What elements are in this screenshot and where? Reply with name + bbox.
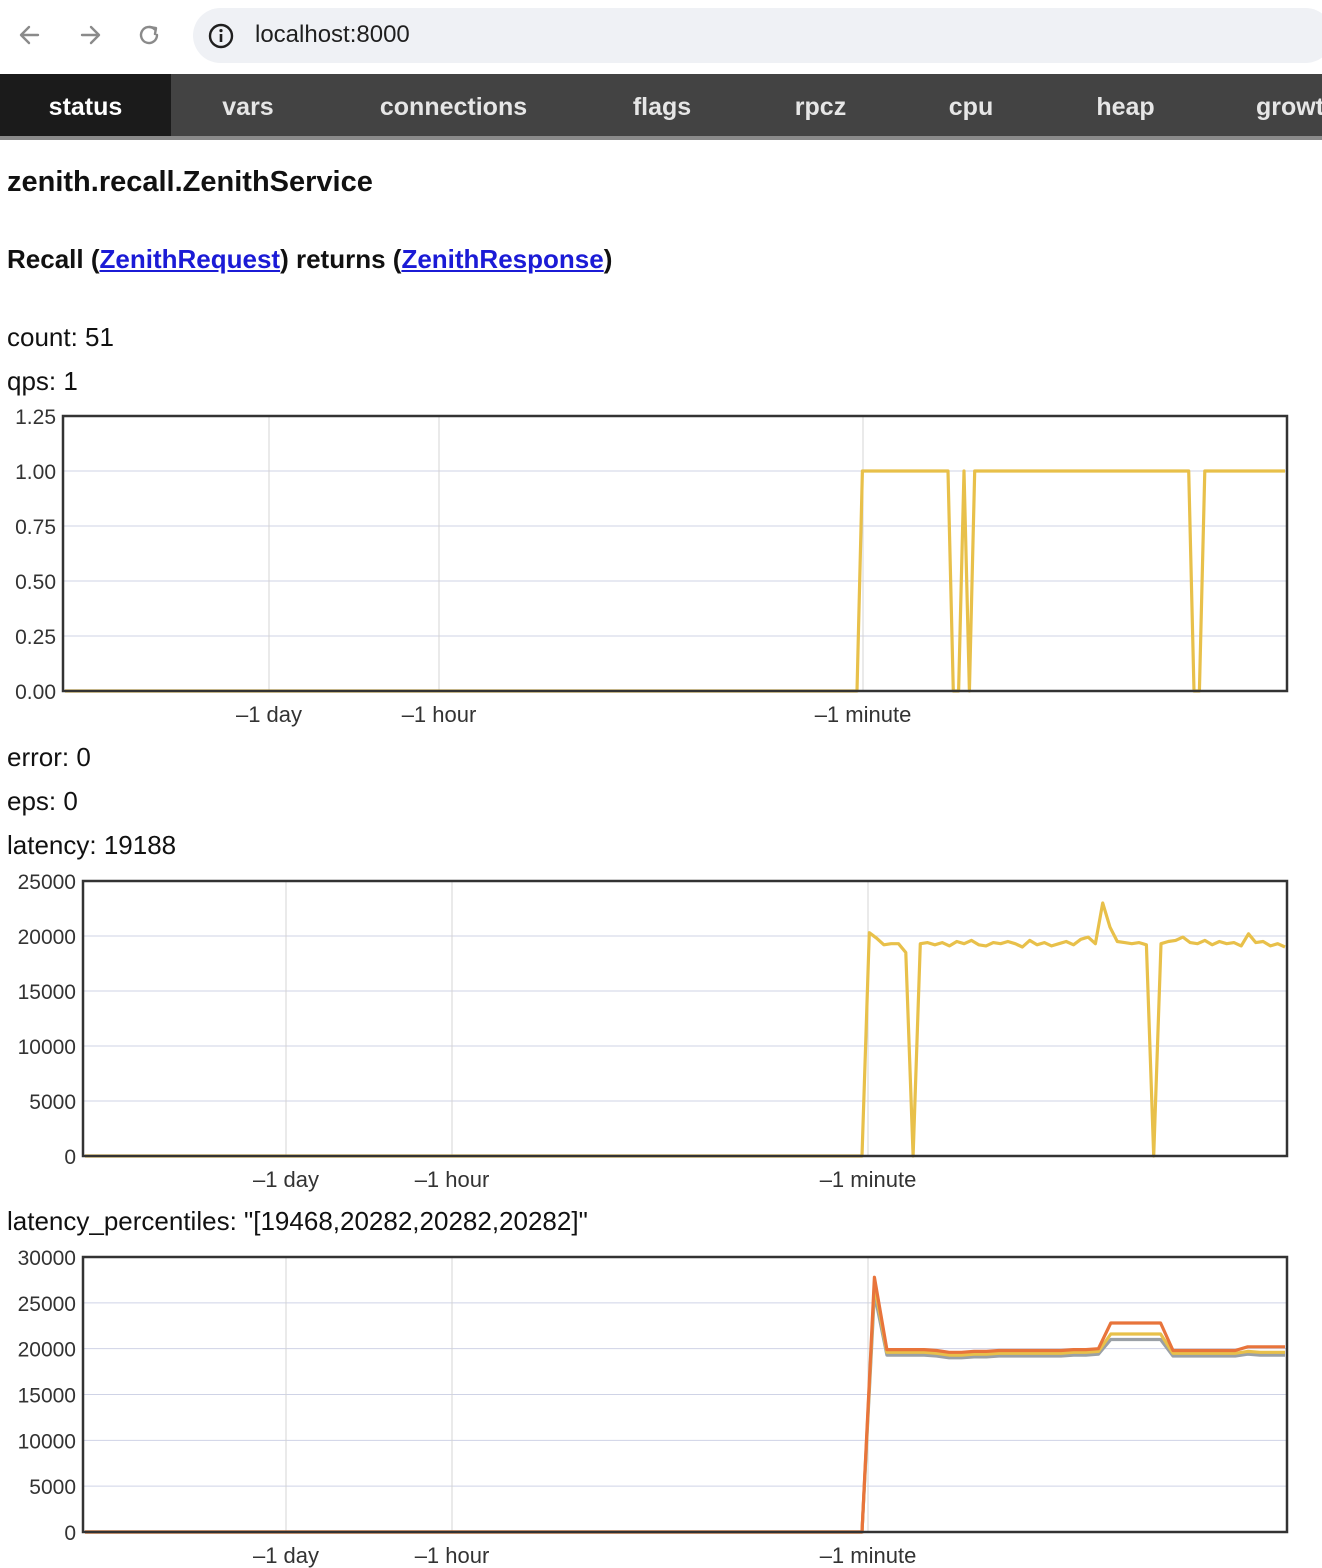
y-tick-label: 0.25 [15,626,56,649]
stat-qps: qps: 1 [7,366,78,396]
x-tick-label: –1 day [253,1167,319,1192]
url-text: localhost:8000 [255,21,410,48]
plot-background [63,416,1287,691]
y-tick-label: 25000 [18,871,76,894]
latency-percentiles-chart: 0 5000 10000 15000 20000 25000 30000 –1 day –1 h… [18,1247,1289,1568]
info-icon[interactable] [207,22,235,50]
reload-icon [139,25,159,45]
y-tick-label: 5000 [29,1091,76,1114]
latency-plot-area: 0 5000 10000 15000 20000 25000 –1 day –1 hour –1… [18,871,1289,1192]
y-tick-label: 20000 [18,926,76,949]
tab-vars[interactable]: vars [222,92,274,121]
x-tick-label: –1 hour [402,702,477,727]
reload-button[interactable] [131,17,167,53]
tab-flags[interactable]: flags [632,92,692,121]
y-tick-label: 1.00 [15,461,56,484]
qps-chart: 0.00 0.25 0.50 0.75 1.00 1.25 –1 day –1 hour –1 … [15,406,1289,727]
tab-status[interactable]: status [0,74,171,136]
tab-connections[interactable]: connections [379,92,528,121]
latency-percentiles-plot-area: 0 5000 10000 15000 20000 25000 30000 –1 day –1 h… [18,1247,1289,1568]
address-bar[interactable]: localhost:8000 [193,8,1322,63]
plot-frame [61,414,1289,693]
y-tick-label: 1.25 [15,406,56,429]
request-type-link[interactable]: ZenithRequest [99,244,281,274]
y-tick-label: 20000 [18,1339,76,1362]
stat-latency-percentiles: latency_percentiles: "[19468,20282,20282… [7,1206,588,1236]
y-tick-label: 0.50 [15,571,56,594]
plot-frame [81,879,1289,1158]
x-tick-label: –1 minute [820,1543,917,1568]
stat-count: count: 51 [7,322,114,352]
qps-plot-area: 0.00 0.25 0.50 0.75 1.00 1.25 –1 day –1 hour –1 … [15,406,1289,727]
y-tick-label: 15000 [18,981,76,1004]
x-tick-label: –1 day [236,702,302,727]
service-title: zenith.recall.ZenithService [7,166,373,198]
tab-rpcz[interactable]: rpcz [794,92,847,121]
y-tick-label: 0 [64,1522,76,1545]
method-signature: Recall (ZenithRequest) returns (ZenithRe… [7,244,613,274]
stat-eps: eps: 0 [7,786,78,816]
arrow-left-icon [19,25,40,45]
x-tick-label: –1 minute [820,1167,917,1192]
tab-heap[interactable]: heap [1096,92,1155,121]
x-tick-label: –1 hour [415,1543,490,1568]
tab-cpu[interactable]: cpu [948,92,994,121]
latency-chart: 0 5000 10000 15000 20000 25000 –1 day –1 hour –1… [18,871,1289,1192]
tab-growth[interactable]: growth [1256,92,1322,121]
y-tick-label: 25000 [18,1293,76,1316]
response-type-link[interactable]: ZenithResponse [401,244,604,274]
stat-latency: latency: 19188 [7,830,177,860]
y-tick-label: 10000 [18,1430,76,1453]
returns-word: returns [295,244,386,274]
x-tick-label: –1 hour [415,1167,490,1192]
method-name: Recall [7,244,84,274]
y-tick-label: 10000 [18,1036,76,1059]
tab-bar: status vars connections flags rpcz cpu h… [0,74,1322,140]
y-tick-label: 15000 [18,1385,76,1408]
plot-background [83,881,1287,1156]
back-button[interactable] [12,17,48,53]
y-tick-label: 0.00 [15,681,56,704]
x-tick-label: –1 day [253,1543,319,1568]
browser-toolbar: localhost:8000 [0,0,1322,74]
y-tick-label: 30000 [18,1247,76,1270]
plot-frame [81,1255,1289,1534]
y-tick-label: 0 [64,1146,76,1169]
forward-button[interactable] [72,17,108,53]
y-tick-label: 0.75 [15,516,56,539]
arrow-right-icon [80,25,101,45]
x-tick-label: –1 minute [815,702,912,727]
stat-error: error: 0 [7,742,91,772]
y-tick-label: 5000 [29,1476,76,1499]
